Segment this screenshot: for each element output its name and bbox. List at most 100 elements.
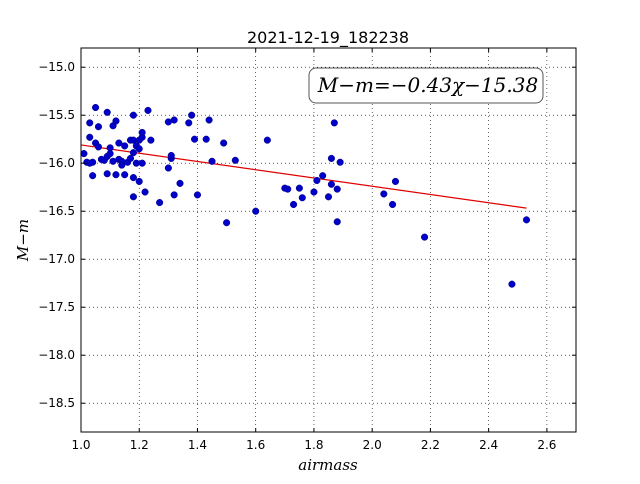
data-point	[188, 111, 196, 119]
data-point	[333, 218, 341, 226]
data-point	[92, 103, 100, 112]
x-tick-label: 2.0	[363, 438, 382, 452]
data-point	[313, 176, 321, 185]
data-point	[324, 193, 333, 201]
fit-annotation: M−m=−0.43χ−15.38	[308, 67, 544, 104]
x-tick-label: 1.4	[188, 438, 207, 452]
y-tick-label: −17.5	[38, 300, 75, 314]
data-point	[167, 151, 175, 160]
data-point	[129, 149, 137, 157]
data-point	[319, 172, 327, 180]
x-tick-label: 2.6	[537, 438, 556, 452]
data-point	[231, 156, 239, 164]
x-tick-label: 2.4	[479, 438, 498, 452]
x-tick-labels: 1.0 1.2 1.4 1.6 1.8 2.0 2.2 2.4 2.6	[71, 438, 556, 452]
data-point	[115, 139, 123, 147]
fit-equation: M−m=−0.43χ−15.38	[317, 73, 538, 97]
data-point	[263, 136, 271, 144]
data-point	[522, 216, 531, 224]
grid-lines	[80, 48, 576, 432]
data-point	[94, 143, 103, 151]
chart-title: 2021-12-19_182238	[247, 28, 409, 48]
data-point	[193, 191, 202, 199]
data-point	[103, 170, 111, 178]
data-point	[389, 200, 397, 209]
x-tick-label: 2.2	[421, 438, 440, 452]
data-point	[191, 135, 199, 143]
data-point	[170, 191, 178, 199]
data-point	[176, 179, 184, 187]
data-point	[135, 177, 143, 185]
data-point	[144, 106, 152, 114]
x-tick-label: 1.6	[246, 438, 265, 452]
data-point	[129, 193, 137, 201]
data-point	[252, 207, 260, 215]
data-point	[156, 199, 164, 207]
data-point	[138, 159, 146, 167]
x-axis-label: airmass	[298, 456, 358, 474]
data-point	[333, 185, 341, 193]
data-point	[336, 158, 344, 166]
data-point	[89, 158, 97, 166]
data-point	[185, 119, 193, 127]
data-point	[121, 171, 129, 179]
data-point	[129, 174, 137, 182]
data-point	[208, 157, 216, 165]
data-point	[80, 150, 88, 158]
data-point	[89, 172, 97, 180]
data-point	[147, 136, 155, 144]
data-point	[284, 185, 292, 193]
data-point	[295, 184, 303, 192]
data-point	[121, 142, 129, 150]
data-point	[220, 139, 228, 147]
data-point	[106, 144, 114, 152]
data-point	[508, 280, 516, 288]
data-point	[223, 219, 231, 227]
data-point	[298, 194, 306, 202]
data-point	[103, 108, 111, 116]
points-layer	[80, 103, 531, 288]
data-point	[421, 233, 429, 241]
data-point	[327, 154, 335, 162]
x-tick-label: 1.2	[130, 438, 149, 452]
data-point	[141, 188, 149, 196]
y-axis-label: M−m	[14, 219, 32, 262]
axis-ticks	[80, 48, 576, 432]
y-tick-label: −17.0	[38, 252, 75, 266]
data-point	[112, 171, 120, 179]
annotation-box	[308, 67, 544, 104]
data-point	[290, 200, 298, 209]
data-point	[86, 133, 94, 141]
data-point	[112, 117, 120, 125]
data-point	[118, 161, 126, 169]
fit-line	[80, 144, 527, 209]
data-point	[391, 177, 400, 185]
data-point	[205, 116, 213, 124]
y-tick-label: −18.5	[38, 396, 75, 410]
data-point	[126, 154, 135, 162]
data-point	[202, 135, 210, 143]
y-tick-labels: −15.0 −15.5 −16.0 −16.5 −17.0 −17.5 −18.0 −18.5	[38, 60, 75, 410]
y-tick-label: −15.5	[38, 108, 75, 122]
data-point	[170, 116, 178, 124]
data-point	[310, 188, 318, 196]
x-tick-label: 1.8	[304, 438, 323, 452]
plot-frame	[80, 47, 577, 433]
data-point	[135, 145, 143, 153]
y-tick-label: −18.0	[38, 348, 75, 362]
data-point	[94, 123, 103, 131]
data-point	[330, 119, 338, 127]
data-point	[164, 164, 172, 172]
data-point	[138, 128, 146, 137]
data-point	[380, 190, 388, 198]
y-tick-label: −16.5	[38, 204, 75, 218]
data-point	[129, 111, 137, 119]
y-tick-label: −16.0	[38, 156, 75, 170]
fit-line-layer	[80, 144, 527, 209]
data-point	[327, 180, 335, 188]
y-tick-label: −15.0	[38, 60, 75, 74]
x-tick-label: 1.0	[71, 438, 90, 452]
data-point	[86, 119, 94, 127]
